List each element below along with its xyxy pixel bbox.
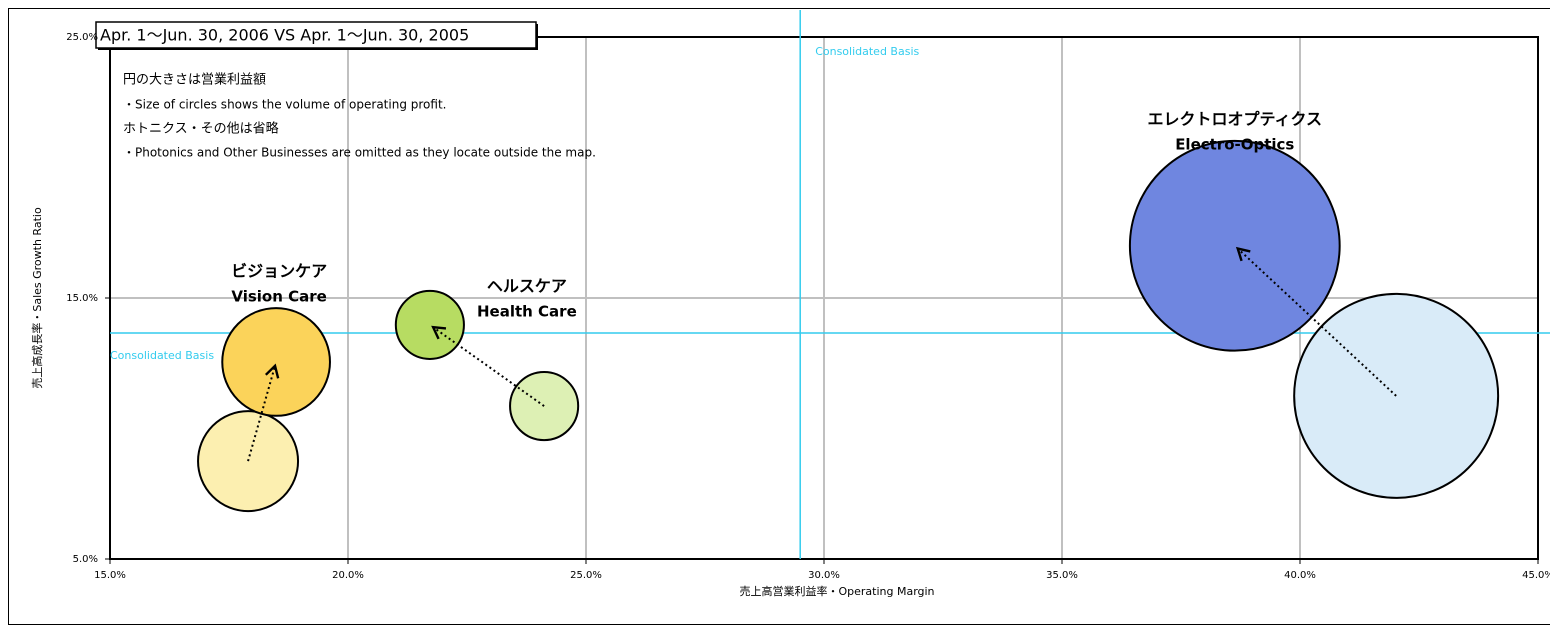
x-tick-label: 40.0% <box>1284 570 1316 581</box>
series-label: Electro-Optics <box>1175 135 1294 153</box>
reference-label: Consolidated Basis <box>110 349 214 362</box>
bubble <box>1293 292 1500 499</box>
x-tick-label: 15.0% <box>94 570 126 581</box>
series-label: Vision Care <box>231 287 326 305</box>
bubble <box>1128 139 1341 352</box>
series-label: Health Care <box>477 302 577 320</box>
x-tick-label: 35.0% <box>1046 570 1078 581</box>
series-label: ビジョンケア <box>231 261 327 280</box>
plot-frame <box>109 36 1539 560</box>
x-axis-label: 売上高営業利益率・Operating Margin <box>739 584 934 598</box>
reference-label: Consolidated Basis <box>815 45 919 58</box>
note: 円の大きさは営業利益額 <box>123 72 266 88</box>
y-axis-label: 売上高成長率・Sales Growth Ratio <box>30 207 44 389</box>
series-label: エレクトロオプティクス <box>1148 109 1323 128</box>
note: ・Photonics and Other Businesses are omit… <box>123 146 596 160</box>
x-tick-label: 20.0% <box>332 570 364 581</box>
bubble <box>197 410 300 513</box>
outer-frame <box>8 8 1550 625</box>
bubble <box>394 289 465 360</box>
x-tick-label: 45.0% <box>1522 570 1550 581</box>
x-tick-label: 30.0% <box>808 570 840 581</box>
y-tick-label: 15.0% <box>66 293 98 304</box>
trend-arrow <box>1235 246 1397 397</box>
series-label: ヘルスケア <box>487 276 567 295</box>
y-tick-label: 5.0% <box>73 554 98 565</box>
trend-arrow <box>247 363 280 462</box>
note: ・Size of circles shows the volume of ope… <box>123 98 446 112</box>
x-tick-label: 25.0% <box>570 570 602 581</box>
bubble <box>221 307 331 417</box>
y-tick-label: 25.0% <box>66 32 98 43</box>
chart-title: Apr. 1〜Jun. 30, 2006 VS Apr. 1〜Jun. 30, … <box>100 26 469 45</box>
note: ホトニクス・その他は省略 <box>123 121 279 137</box>
